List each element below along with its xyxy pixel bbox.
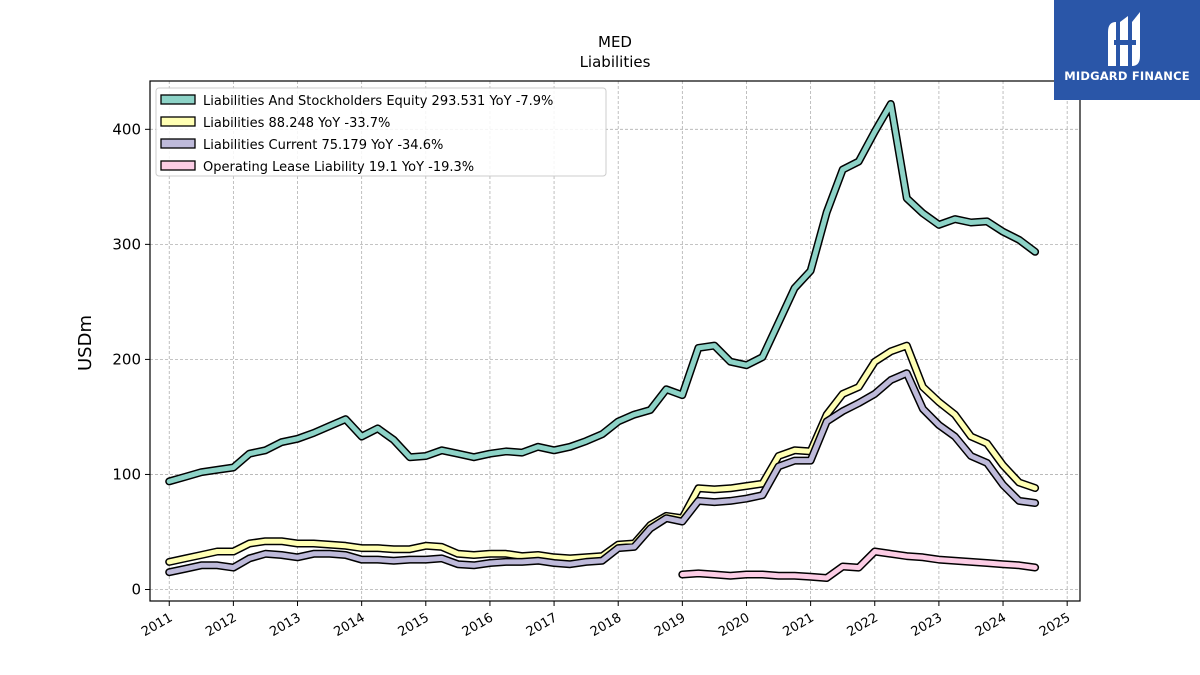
y-tick-label: 200 (112, 350, 141, 368)
legend-swatch (160, 138, 196, 149)
legend-swatch (160, 160, 196, 171)
series-line-liabilities-and-stockholders-equity (166, 101, 1038, 484)
x-tick-label: 2023 (909, 610, 945, 640)
plot-frame (149, 80, 1081, 602)
series-line-operating-lease-liability (679, 549, 1038, 581)
x-tick-label: 2024 (973, 610, 1009, 640)
x-tick-label: 2018 (588, 610, 624, 640)
x-tick-label: 2017 (524, 610, 560, 640)
x-tick-label: 2016 (460, 610, 496, 640)
legend-label: Liabilities And Stockholders Equity 293.… (203, 94, 553, 109)
brand-logo: MIDGARD FINANCE (1054, 0, 1200, 100)
legend-label: Operating Lease Liability 19.1 YoY -19.3… (203, 160, 474, 175)
y-axis-label: USDm (75, 315, 96, 371)
x-tick-label: 2014 (331, 610, 367, 640)
x-tick-label: 2019 (652, 610, 688, 640)
x-tick-label: 2020 (716, 610, 752, 640)
chart-title: MED (598, 33, 632, 51)
x-tick-label: 2015 (396, 610, 432, 640)
logo-mark-icon (1108, 12, 1140, 66)
legend-swatch (160, 94, 196, 105)
x-tick-label: 2022 (845, 610, 881, 640)
x-tick-label: 2013 (267, 610, 303, 640)
x-tick-label: 2025 (1037, 610, 1073, 640)
legend[interactable]: Liabilities And Stockholders Equity 293.… (155, 87, 607, 177)
legend-box (155, 87, 607, 177)
y-tick-label: 400 (112, 120, 141, 138)
y-tick-label: 100 (112, 465, 141, 483)
x-tick-label: 2021 (780, 610, 816, 640)
legend-label: Liabilities Current 75.179 YoY -34.6% (203, 138, 443, 153)
x-tick-label: 2012 (203, 610, 239, 640)
y-tick-label: 0 (131, 580, 141, 598)
brand-name: MIDGARD FINANCE (1064, 69, 1190, 83)
legend-swatch (160, 116, 196, 127)
series-lines (165, 100, 1040, 582)
chart-subtitle: Liabilities (580, 53, 651, 71)
x-tick-label: 2011 (139, 610, 175, 640)
y-tick-label: 300 (112, 235, 141, 253)
legend-label: Liabilities 88.248 YoY -33.7% (203, 116, 390, 131)
series-line-liabilities-current (166, 370, 1038, 575)
